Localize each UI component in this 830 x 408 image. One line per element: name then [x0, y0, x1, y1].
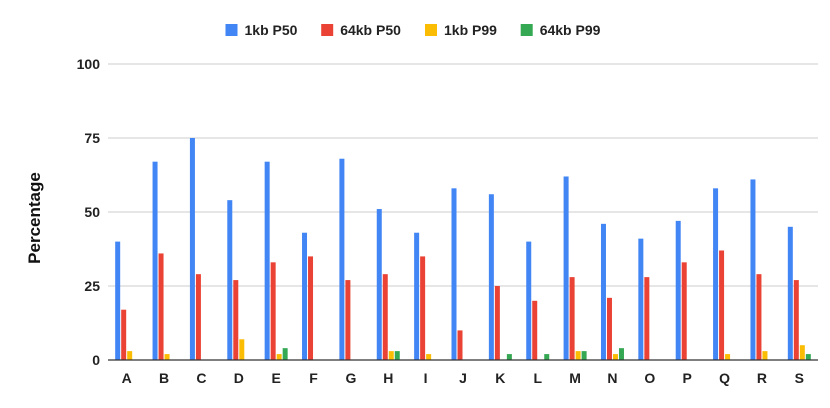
bar-64kb-p99-l: [544, 354, 550, 360]
legend-label: 64kb P50: [340, 22, 401, 38]
bar-64kb-p50-j: [457, 330, 463, 360]
legend-label: 1kb P99: [444, 22, 497, 38]
bar-64kb-p50-d: [233, 280, 239, 360]
bar-1kb-p50-o: [638, 238, 644, 360]
x-tick-label: F: [309, 370, 318, 386]
bar-64kb-p50-b: [158, 253, 164, 360]
bar-64kb-p50-f: [308, 256, 314, 360]
x-tick-label: Q: [719, 370, 730, 386]
y-tick-label: 25: [84, 278, 100, 294]
x-tick-label: O: [644, 370, 655, 386]
x-tick-label: B: [159, 370, 169, 386]
bar-64kb-p50-l: [532, 300, 538, 360]
bar-1kb-p50-a: [115, 241, 121, 360]
bar-64kb-p99-n: [618, 348, 624, 360]
bar-64kb-p50-m: [569, 277, 575, 360]
bar-1kb-p50-n: [600, 223, 606, 360]
bar-1kb-p50-s: [787, 226, 793, 360]
bar-64kb-p99-m: [581, 351, 587, 360]
bar-1kb-p50-q: [713, 188, 719, 360]
bar-64kb-p50-p: [681, 262, 687, 360]
bar-1kb-p50-j: [451, 188, 457, 360]
axes: 0 25 50 75 100 A B C D E F G H I J K L M N O P Q R S: [77, 56, 818, 386]
bar-1kb-p50-h: [376, 209, 382, 360]
x-tick-label: C: [196, 370, 206, 386]
bar-1kb-p50-f: [302, 232, 308, 360]
bar-64kb-p50-n: [606, 297, 612, 360]
legend-swatch: [425, 24, 437, 36]
bar-1kb-p50-d: [227, 200, 233, 360]
x-tick-label: A: [122, 370, 132, 386]
bar-64kb-p50-e: [270, 262, 276, 360]
bar-1kb-p99-e: [276, 354, 282, 360]
bar-64kb-p50-q: [719, 250, 725, 360]
x-tick-label: M: [569, 370, 581, 386]
legend-swatch: [225, 24, 238, 36]
bar-64kb-p50-a: [121, 309, 127, 360]
bar-1kb-p99-a: [127, 351, 133, 360]
bar-1kb-p50-r: [750, 179, 756, 360]
legend: 1kb P50 64kb P50 1kb P99 64kb P99: [225, 22, 601, 38]
x-tick-label: S: [795, 370, 804, 386]
bar-1kb-p50-b: [152, 161, 158, 360]
bar-64kb-p99-e: [282, 348, 288, 360]
legend-swatch: [321, 24, 334, 36]
bar-1kb-p99-d: [239, 339, 245, 360]
x-tick-label: J: [459, 370, 467, 386]
bar-64kb-p50-g: [345, 280, 351, 360]
bar-64kb-p50-k: [494, 286, 500, 360]
bar-1kb-p50-i: [414, 232, 420, 360]
x-tick-label: E: [271, 370, 280, 386]
bar-1kb-p99-i: [426, 354, 432, 360]
x-tick-label: H: [383, 370, 393, 386]
bar-1kb-p99-m: [575, 351, 581, 360]
bar-64kb-p50-i: [420, 256, 426, 360]
bar-64kb-p50-s: [793, 280, 799, 360]
bar-64kb-p50-h: [382, 274, 388, 360]
bar-1kb-p99-h: [388, 351, 394, 360]
bar-1kb-p99-s: [799, 345, 805, 360]
y-tick-label: 100: [77, 56, 101, 72]
bar-1kb-p50-c: [189, 138, 195, 360]
bar-1kb-p99-r: [762, 351, 768, 360]
x-tick-label: L: [533, 370, 542, 386]
legend-swatch: [520, 24, 533, 36]
bar-1kb-p50-p: [675, 220, 681, 360]
x-tick-label: G: [345, 370, 356, 386]
bar-1kb-p50-k: [488, 194, 494, 360]
bar-64kb-p99-h: [394, 351, 400, 360]
bar-1kb-p99-n: [612, 354, 618, 360]
bar-64kb-p99-s: [805, 354, 811, 360]
bar-1kb-p99-b: [164, 354, 170, 360]
grid: [108, 63, 818, 287]
x-tick-label: I: [424, 370, 428, 386]
legend-label: 64kb P99: [540, 22, 601, 38]
x-tick-label: D: [234, 370, 244, 386]
bar-1kb-p99-q: [725, 354, 731, 360]
x-tick-label: P: [683, 370, 692, 386]
bar-64kb-p50-r: [756, 274, 762, 360]
bar-1kb-p50-g: [339, 158, 345, 360]
y-axis-title: Percentage: [25, 172, 44, 264]
y-tick-label: 0: [92, 352, 100, 368]
bar-1kb-p50-e: [264, 161, 270, 360]
y-tick-label: 75: [84, 130, 100, 146]
legend-label: 1kb P50: [245, 22, 298, 38]
x-tick-label: K: [495, 370, 505, 386]
x-tick-label: N: [607, 370, 617, 386]
bar-1kb-p50-l: [526, 241, 532, 360]
bars: [115, 138, 811, 360]
bar-64kb-p50-o: [644, 277, 650, 360]
bar-1kb-p50-m: [563, 176, 569, 360]
bar-64kb-p99-k: [506, 354, 512, 360]
y-tick-label: 50: [84, 204, 100, 220]
x-tick-label: R: [757, 370, 767, 386]
bar-64kb-p50-c: [195, 274, 201, 360]
